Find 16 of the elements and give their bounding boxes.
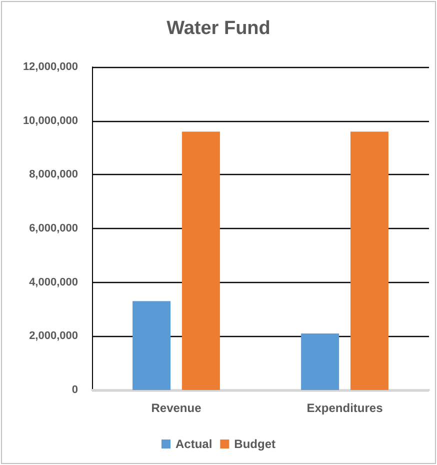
x-tick-label: Revenue: [151, 401, 202, 415]
y-tick-label: 8,000,000: [29, 168, 78, 181]
bar: [182, 132, 220, 390]
y-tick-label: 0: [72, 384, 78, 396]
bar: [301, 333, 340, 390]
y-tick-label: 6,000,000: [29, 222, 78, 234]
y-tick-label: 12,000,000: [22, 61, 78, 73]
y-tick-label: 10,000,000: [22, 114, 78, 127]
y-tick-label: 4,000,000: [29, 276, 78, 288]
legend-label: Actual: [176, 437, 212, 451]
y-tick-label: 2,000,000: [29, 330, 78, 342]
bar: [132, 301, 171, 390]
legend-label: Budget: [234, 437, 276, 451]
x-tick-label: Expenditures: [306, 401, 384, 415]
chart-title: Water Fund: [166, 18, 270, 39]
bar: [350, 132, 388, 390]
